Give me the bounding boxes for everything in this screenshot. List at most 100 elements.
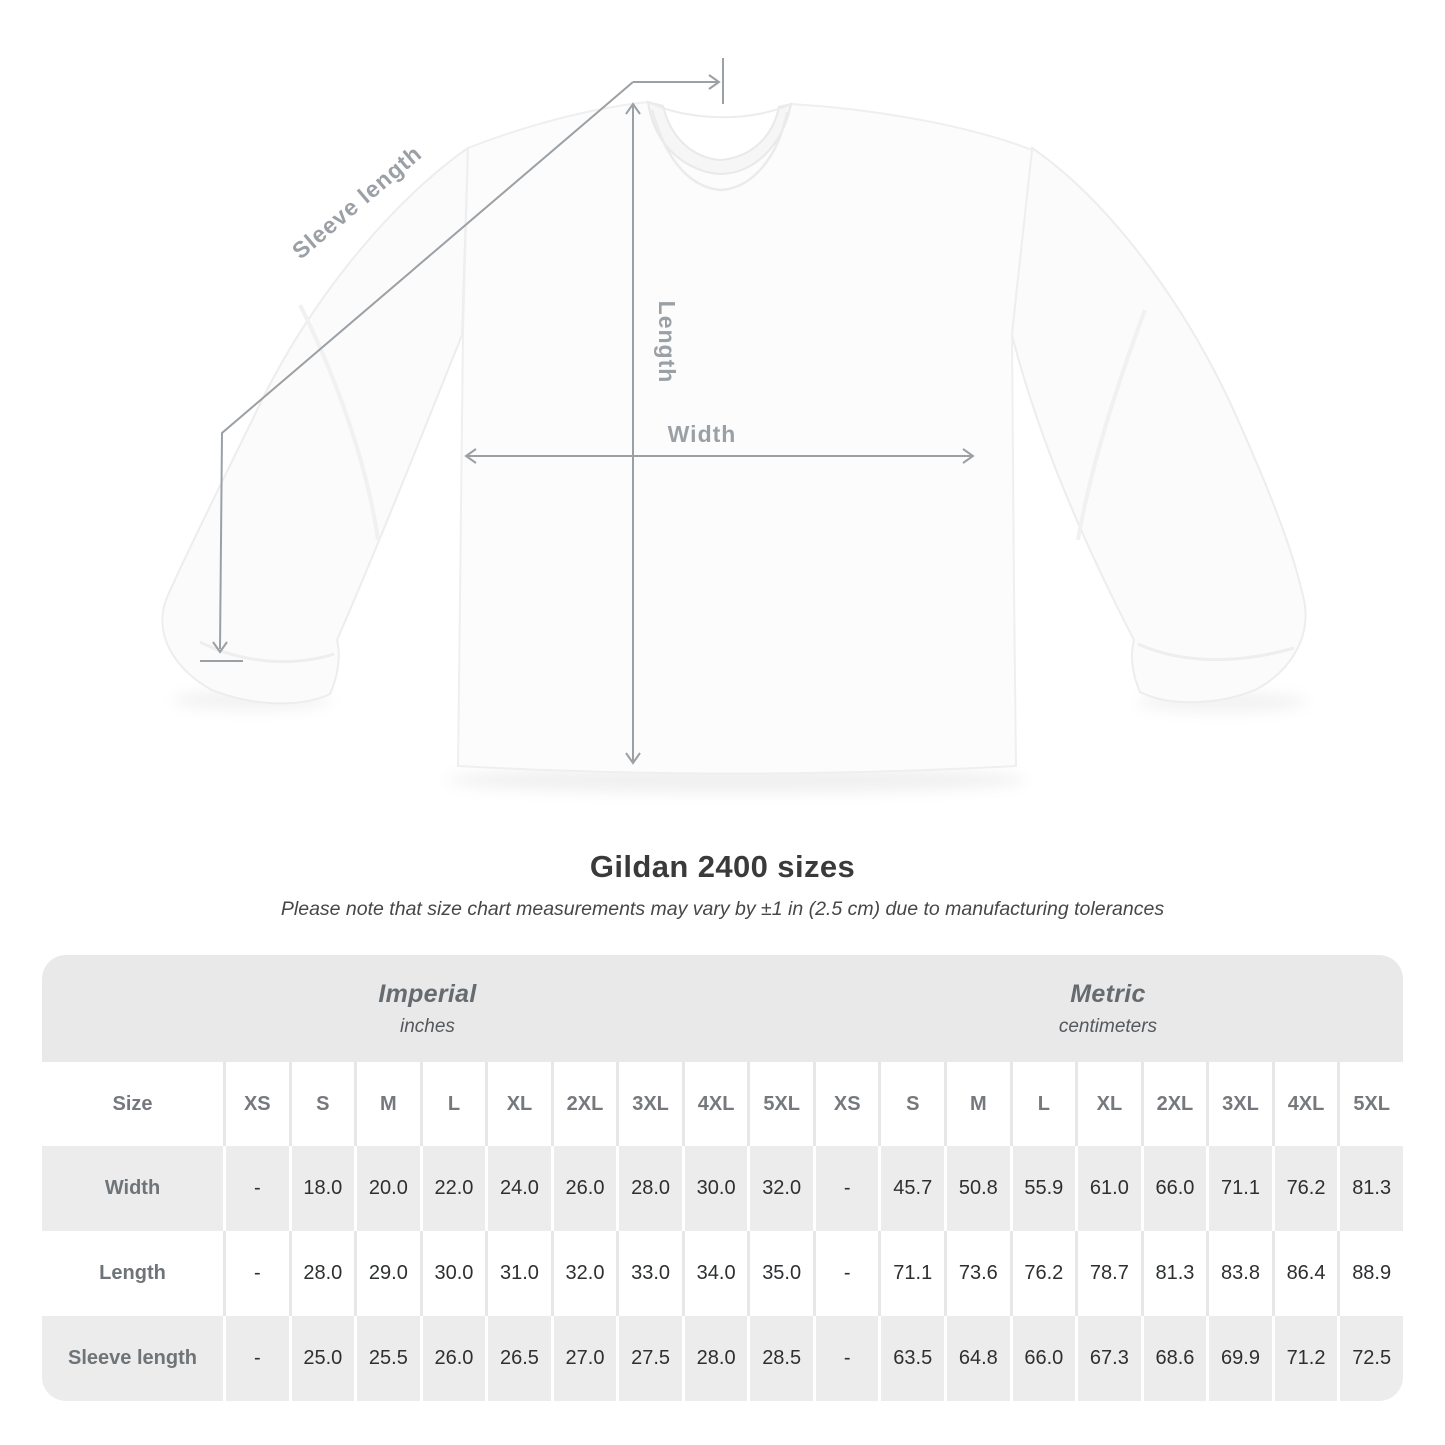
value-cell: 20.0	[354, 1146, 420, 1231]
row-label: Sleeve length	[42, 1316, 224, 1401]
value-cell: 45.7	[878, 1146, 945, 1231]
value-cell: 66.0	[1140, 1146, 1207, 1231]
value-cell: 71.1	[878, 1231, 945, 1316]
value-cell: -	[812, 1231, 879, 1316]
imperial-label: Imperial	[378, 979, 477, 1008]
value-cell: 76.2	[1271, 1146, 1338, 1231]
value-cell: 18.0	[288, 1146, 355, 1231]
length-row: Length - 28.0 29.0 30.0 31.0 32.0 33.0 3…	[42, 1231, 1403, 1316]
left-sleeve-fold	[298, 304, 380, 541]
value-cell: -	[223, 1146, 289, 1231]
sizes-header-row: Size XS S M L XL 2XL 3XL 4XL 5XL XS S M …	[42, 1062, 1403, 1146]
value-cell: 28.5	[747, 1316, 813, 1401]
value-cell: 28.0	[616, 1146, 682, 1231]
size-column-header: Size	[42, 1062, 224, 1146]
value-cell: -	[812, 1146, 879, 1231]
page-title: Gildan 2400 sizes	[589, 849, 856, 884]
size-header-cell: 2XL	[550, 1062, 617, 1146]
value-cell: 29.0	[354, 1231, 420, 1316]
value-cell: 31.0	[485, 1231, 551, 1316]
sleeve-length-arrow	[200, 58, 724, 662]
value-cell: 26.0	[419, 1316, 486, 1401]
metric-sublabel: centimeters	[1058, 1015, 1158, 1037]
value-cell: 67.3	[1075, 1316, 1141, 1401]
value-cell: 61.0	[1075, 1146, 1141, 1231]
value-cell: 88.9	[1337, 1231, 1403, 1316]
imperial-header-cell: Imperial inches	[42, 955, 813, 1062]
size-header-cell: 5XL	[747, 1062, 813, 1146]
value-cell: 28.0	[288, 1231, 355, 1316]
shirt-measurement-diagram: Sleeve length Length Width	[161, 58, 1307, 793]
value-cell: -	[223, 1231, 289, 1316]
shirt-torso	[456, 100, 1034, 775]
value-cell: 81.3	[1337, 1146, 1403, 1231]
width-arrow	[464, 448, 975, 464]
value-cell: 33.0	[616, 1231, 682, 1316]
value-cell: 50.8	[944, 1146, 1010, 1231]
size-table: Imperial inches Metric centimeters Size …	[42, 955, 1403, 1401]
imperial-sublabel: inches	[400, 1015, 455, 1037]
value-cell: 69.9	[1206, 1316, 1272, 1401]
value-cell: 71.1	[1206, 1146, 1272, 1231]
length-arrow	[625, 102, 641, 765]
value-cell: 71.2	[1271, 1316, 1338, 1401]
right-cuff-seam	[1137, 642, 1295, 662]
value-cell: 32.0	[747, 1146, 813, 1231]
right-sleeve-fold	[1076, 309, 1147, 541]
row-label: Length	[42, 1231, 224, 1316]
value-cell: 86.4	[1271, 1231, 1338, 1316]
size-header-cell: 3XL	[1206, 1062, 1272, 1146]
value-cell: 64.8	[944, 1316, 1010, 1401]
value-cell: 35.0	[747, 1231, 813, 1316]
value-cell: 26.5	[485, 1316, 551, 1401]
value-cell: -	[812, 1316, 879, 1401]
size-header-cell: XL	[1075, 1062, 1141, 1146]
size-header-cell: 4XL	[1271, 1062, 1338, 1146]
size-header-cell: XL	[485, 1062, 551, 1146]
value-cell: 22.0	[419, 1146, 486, 1231]
size-header-cell: L	[419, 1062, 486, 1146]
value-cell: 76.2	[1009, 1231, 1076, 1316]
value-cell: 32.0	[550, 1231, 617, 1316]
value-cell: 81.3	[1140, 1231, 1207, 1316]
value-cell: 34.0	[681, 1231, 748, 1316]
page-subtitle: Please note that size chart measurements…	[280, 898, 1165, 920]
back-collar-line	[647, 101, 792, 119]
size-header-cell: XS	[812, 1062, 879, 1146]
value-cell: 30.0	[681, 1146, 748, 1231]
width-row: Width - 18.0 20.0 22.0 24.0 26.0 28.0 30…	[42, 1146, 1403, 1231]
length-label: Length	[654, 301, 680, 384]
value-cell: 83.8	[1206, 1231, 1272, 1316]
value-cell: 78.7	[1075, 1231, 1141, 1316]
size-header-cell: XS	[223, 1062, 289, 1146]
value-cell: 66.0	[1009, 1316, 1076, 1401]
metric-header-cell: Metric centimeters	[812, 955, 1403, 1062]
shirt-right-sleeve	[1010, 146, 1307, 704]
value-cell: 25.5	[354, 1316, 420, 1401]
sleeve-length-row: Sleeve length - 25.0 25.5 26.0 26.5 27.0…	[42, 1316, 1403, 1401]
size-header-cell: M	[354, 1062, 420, 1146]
size-header-cell: 4XL	[681, 1062, 748, 1146]
size-header-cell: S	[288, 1062, 355, 1146]
size-header-cell: 5XL	[1337, 1062, 1403, 1146]
value-cell: 27.5	[616, 1316, 682, 1401]
size-header-cell: S	[878, 1062, 945, 1146]
left-cuff-seam	[199, 640, 335, 664]
value-cell: -	[223, 1316, 289, 1401]
value-cell: 30.0	[419, 1231, 486, 1316]
value-cell: 68.6	[1140, 1316, 1207, 1401]
metric-label: Metric	[1070, 979, 1146, 1008]
units-header-row: Imperial inches Metric centimeters	[42, 955, 1403, 1062]
value-cell: 73.6	[944, 1231, 1010, 1316]
size-header-cell: L	[1009, 1062, 1076, 1146]
value-cell: 28.0	[681, 1316, 748, 1401]
size-header-cell: M	[944, 1062, 1010, 1146]
collar-shadow-line	[650, 109, 789, 192]
value-cell: 72.5	[1337, 1316, 1403, 1401]
size-header-cell: 3XL	[616, 1062, 682, 1146]
value-cell: 25.0	[288, 1316, 355, 1401]
size-header-cell: 2XL	[1140, 1062, 1207, 1146]
value-cell: 26.0	[550, 1146, 617, 1231]
value-cell: 24.0	[485, 1146, 551, 1231]
